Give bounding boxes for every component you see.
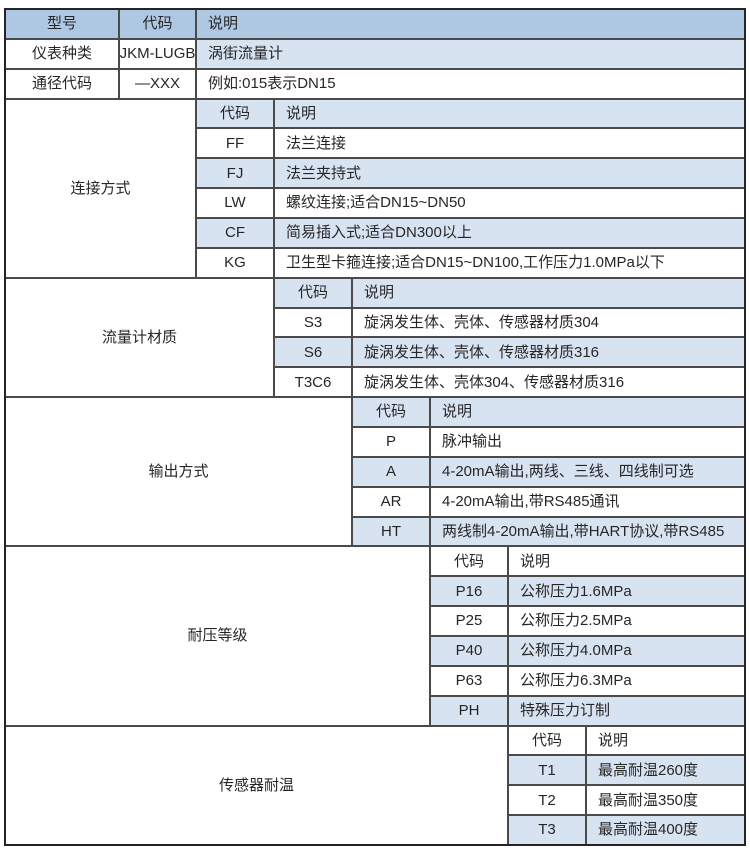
code-cell: P xyxy=(353,428,429,456)
code-cell: P63 xyxy=(431,666,507,695)
section-label-cell: 连接方式 xyxy=(6,99,195,277)
desc-cell: 脉冲输出 xyxy=(431,428,744,456)
desc-cell: 旋涡发生体、壳体、传感器材质316 xyxy=(353,338,744,367)
subheader-desc-cell: 说明 xyxy=(353,278,744,307)
row-code-cell: —XXX xyxy=(120,69,195,98)
code-cell: P40 xyxy=(431,637,507,665)
header-cell-code: 代码 xyxy=(120,10,195,38)
code-cell: AR xyxy=(353,487,429,516)
subheader-desc-cell: 说明 xyxy=(431,398,744,426)
subheader-code-cell: 代码 xyxy=(431,547,507,576)
desc-cell: 4-20mA输出,带RS485通讯 xyxy=(431,487,744,516)
spec-table: 型号 代码 说明 仪表种类 JKM-LUGB 涡街流量计 通径代码 —XXX 例如:015表示D… xyxy=(4,8,746,846)
code-cell: T2 xyxy=(509,786,585,815)
code-cell: HT xyxy=(353,517,429,546)
subheader-desc-cell: 说明 xyxy=(587,726,744,755)
desc-cell: 两线制4-20mA输出,带HART协议,带RS485 xyxy=(431,517,744,546)
subheader-code-cell: 代码 xyxy=(197,99,273,128)
desc-cell: 旋涡发生体、壳体304、传感器材质316 xyxy=(353,368,744,397)
desc-cell: 公称压力6.3MPa xyxy=(509,666,744,695)
code-cell: KG xyxy=(197,248,273,277)
code-cell: FJ xyxy=(197,159,273,188)
row-label-cell: 通径代码 xyxy=(6,69,118,98)
desc-cell: 螺纹连接;适合DN15~DN50 xyxy=(275,189,744,217)
code-cell: S3 xyxy=(275,308,351,337)
desc-cell: 特殊压力订制 xyxy=(509,696,744,725)
code-cell: T1 xyxy=(509,756,585,785)
subheader-desc-cell: 说明 xyxy=(275,99,744,128)
row-label-cell: 仪表种类 xyxy=(6,39,118,68)
subheader-code-cell: 代码 xyxy=(509,726,585,755)
code-cell: P16 xyxy=(431,577,507,606)
row-desc-cell: 涡街流量计 xyxy=(197,39,744,68)
desc-cell: 法兰连接 xyxy=(275,129,744,158)
desc-cell: 法兰夹持式 xyxy=(275,159,744,188)
desc-cell: 最高耐温260度 xyxy=(587,756,744,785)
desc-cell: 卫生型卡箍连接;适合DN15~DN100,工作压力1.0MPa以下 xyxy=(275,248,744,277)
desc-cell: 公称压力4.0MPa xyxy=(509,637,744,665)
section-label-cell: 流量计材质 xyxy=(6,278,273,397)
code-cell: S6 xyxy=(275,338,351,367)
section-label-cell: 耐压等级 xyxy=(6,547,429,725)
desc-cell: 公称压力2.5MPa xyxy=(509,607,744,635)
row-code-cell: JKM-LUGB xyxy=(120,39,195,68)
section-label-cell: 输出方式 xyxy=(6,398,351,546)
desc-cell: 公称压力1.6MPa xyxy=(509,577,744,606)
code-cell: T3 xyxy=(509,816,585,844)
row-desc-cell: 例如:015表示DN15 xyxy=(197,69,744,98)
code-cell: PH xyxy=(431,696,507,725)
desc-cell: 最高耐温400度 xyxy=(587,816,744,844)
code-cell: CF xyxy=(197,219,273,247)
code-cell: T3C6 xyxy=(275,368,351,397)
desc-cell: 旋涡发生体、壳体、传感器材质304 xyxy=(353,308,744,337)
code-cell: A xyxy=(353,457,429,486)
code-cell: LW xyxy=(197,189,273,217)
code-cell: P25 xyxy=(431,607,507,635)
subheader-code-cell: 代码 xyxy=(353,398,429,426)
header-cell-model: 型号 xyxy=(6,10,118,38)
desc-cell: 最高耐温350度 xyxy=(587,786,744,815)
desc-cell: 4-20mA输出,两线、三线、四线制可选 xyxy=(431,457,744,486)
subheader-code-cell: 代码 xyxy=(275,278,351,307)
subheader-desc-cell: 说明 xyxy=(509,547,744,576)
desc-cell: 简易插入式;适合DN300以上 xyxy=(275,219,744,247)
header-cell-desc: 说明 xyxy=(197,10,744,38)
section-label-cell: 传感器耐温 xyxy=(6,726,507,844)
code-cell: FF xyxy=(197,129,273,158)
